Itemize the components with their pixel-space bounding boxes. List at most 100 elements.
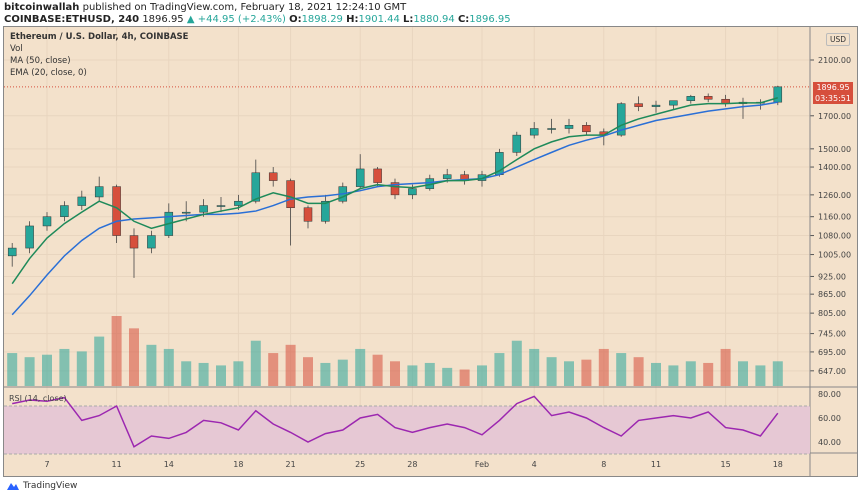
y-tick-label: 1700.00 [818, 112, 851, 121]
y-tick-label: 1160.00 [818, 213, 851, 222]
volume-bar [616, 353, 627, 386]
candle [390, 182, 400, 196]
chart-legend: Ethereum / U.S. Dollar, 4h, COINBASE Vol… [10, 31, 188, 79]
currency-button[interactable]: USD [826, 33, 851, 46]
volume-bar [477, 365, 487, 386]
x-tick-label: 15 [721, 460, 731, 469]
candle [686, 96, 696, 101]
y-tick-label: 925.00 [818, 272, 846, 281]
volume-bar [407, 365, 418, 386]
candle [77, 196, 87, 206]
volume-bar [546, 357, 557, 386]
candle [651, 104, 661, 107]
x-tick-label: 14 [164, 460, 174, 469]
candle [234, 200, 243, 206]
volume-bar [772, 361, 783, 386]
tradingview-logo[interactable]: TradingView [6, 481, 77, 491]
volume-bar [163, 348, 174, 386]
volume-bar [529, 348, 540, 386]
volume-bar [320, 362, 331, 386]
volume-bar [337, 359, 348, 386]
volume-bar [581, 359, 592, 386]
candle [251, 172, 261, 202]
brand-name: TradingView [23, 481, 78, 491]
author-name[interactable]: bitcoinwallah [4, 2, 80, 13]
x-tick-label: 7 [44, 460, 49, 469]
volume-bar [738, 361, 748, 386]
x-tick-label: 18 [233, 460, 243, 469]
low-value: 1880.94 [413, 14, 455, 25]
legend-vol[interactable]: Vol [10, 44, 23, 54]
legend-ma[interactable]: MA (50, close) [10, 56, 71, 66]
volume-bar [442, 367, 453, 386]
close-value: 1896.95 [469, 14, 511, 25]
y-tick-label: 2100.00 [818, 56, 851, 65]
c-label: C: [457, 14, 470, 25]
x-tick-label: 11 [112, 460, 122, 469]
high-value: 1901.44 [358, 14, 400, 25]
candle [7, 247, 17, 257]
candle [529, 128, 539, 136]
x-tick-label: 21 [286, 460, 296, 469]
volume-bar [42, 354, 52, 386]
volume-bar [198, 362, 209, 386]
candle [582, 125, 591, 133]
tradingview-logo-icon [7, 483, 19, 490]
volume-bar [564, 361, 574, 386]
volume-bar [755, 365, 766, 386]
legend-rsi[interactable]: RSI (14, close) [9, 394, 67, 403]
price-change: ▲ +44.95 (+2.43%) [186, 14, 286, 25]
volume-bar [511, 340, 522, 386]
volume-bar [285, 344, 296, 386]
volume-bar [303, 357, 313, 386]
volume-bar [250, 340, 261, 386]
candle [773, 86, 783, 103]
candle [703, 96, 713, 100]
o-label: O: [289, 14, 302, 25]
x-tick-label: 11 [651, 460, 661, 469]
candle [669, 100, 678, 106]
rsi-tick-label: 60.00 [818, 414, 841, 423]
ema20-line [11, 97, 779, 285]
candle [303, 207, 313, 222]
symbol-quote: COINBASE:ETHUSD, 240 1896.95 ▲ +44.95 (+… [4, 14, 511, 25]
volume-bar [390, 361, 400, 386]
x-tick-label: 28 [407, 460, 417, 469]
y-tick-label: 695.00 [818, 348, 846, 357]
x-tick-label: 8 [601, 460, 606, 469]
candle [373, 168, 382, 183]
volume-bar [233, 361, 244, 386]
candle [547, 128, 556, 130]
candle [442, 174, 452, 179]
symbol: COINBASE:ETHUSD, 240 [4, 14, 140, 25]
volume-bar [24, 357, 35, 386]
publish-date: published on TradingView.com, February 1… [82, 2, 407, 13]
volume-bar [651, 362, 661, 386]
volume-bar [720, 348, 731, 386]
candle [129, 235, 139, 249]
candle [181, 211, 191, 214]
candle [616, 103, 626, 136]
ma50-line [11, 101, 778, 316]
last-price-tag: 1896.95 [813, 82, 853, 93]
candle [321, 200, 330, 222]
volume-bar [355, 348, 366, 386]
legend-ema[interactable]: EMA (20, close, 0) [10, 68, 87, 78]
volume-bar [111, 316, 122, 386]
candle [564, 125, 574, 129]
volume-bar [76, 351, 87, 386]
rsi-tick-label: 80.00 [818, 390, 841, 399]
candle [199, 205, 208, 213]
y-tick-label: 1500.00 [818, 145, 851, 154]
y-tick-label: 805.00 [818, 309, 846, 318]
y-tick-label: 1005.00 [818, 251, 851, 260]
volume-bar [668, 365, 679, 386]
candle [268, 172, 278, 181]
chart-frame[interactable] [3, 26, 858, 477]
candle [286, 180, 295, 208]
volume-bar [372, 354, 383, 386]
volume-bar [494, 353, 505, 386]
y-tick-label: 1080.00 [818, 232, 851, 241]
candle [112, 186, 121, 236]
